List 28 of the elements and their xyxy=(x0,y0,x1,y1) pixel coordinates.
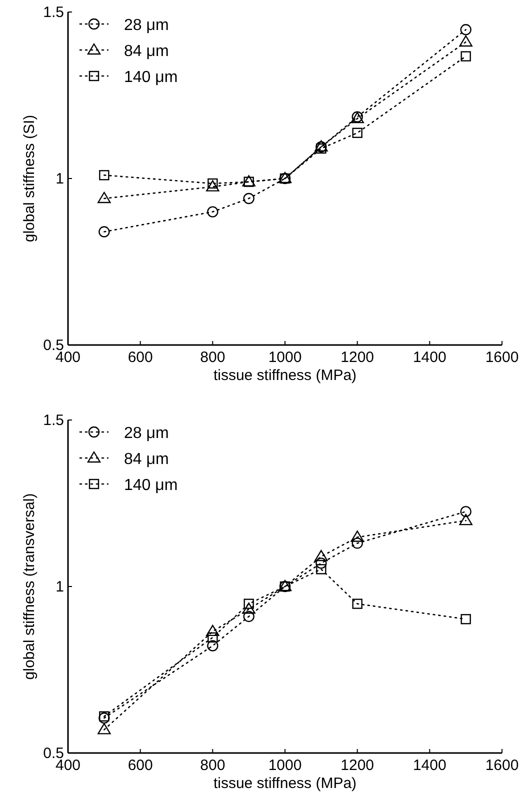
x-tick-label: 1400 xyxy=(412,349,446,366)
x-tick-label: 800 xyxy=(200,757,226,774)
x-tick-label: 400 xyxy=(55,757,81,774)
y-tick-label: 1.5 xyxy=(43,412,64,429)
y-tick-label: 1 xyxy=(56,578,64,596)
legend-label: 84 μm xyxy=(124,43,169,60)
x-tick-label: 600 xyxy=(128,349,153,366)
legend-label: 28 μm xyxy=(124,17,169,34)
x-tick-label: 1600 xyxy=(485,349,519,366)
x-tick-label: 600 xyxy=(128,757,153,774)
x-axis-title: tissue stiffness (MPa) xyxy=(213,367,357,384)
x-tick-label: 1400 xyxy=(412,757,446,774)
legend-label: 140 μm xyxy=(124,69,178,86)
x-tick-label: 1200 xyxy=(340,349,374,366)
legend-label: 28 μm xyxy=(124,425,169,442)
y-axis-title: global stiffness (SI) xyxy=(21,114,38,242)
x-tick-label: 1200 xyxy=(340,757,374,774)
y-tick-label: 1 xyxy=(56,170,64,188)
x-tick-label: 800 xyxy=(200,349,226,366)
y-tick-label: 1.5 xyxy=(43,4,64,21)
x-tick-label: 1600 xyxy=(485,757,519,774)
y-axis-title: global stiffness (transversal) xyxy=(21,493,38,680)
x-axis-title: tissue stiffness (MPa) xyxy=(213,775,357,792)
x-tick-label: 400 xyxy=(55,349,81,366)
legend-label: 84 μm xyxy=(124,451,169,468)
legend-label: 140 μm xyxy=(124,477,178,494)
x-tick-label: 1000 xyxy=(268,349,302,366)
x-tick-label: 1000 xyxy=(268,757,302,774)
